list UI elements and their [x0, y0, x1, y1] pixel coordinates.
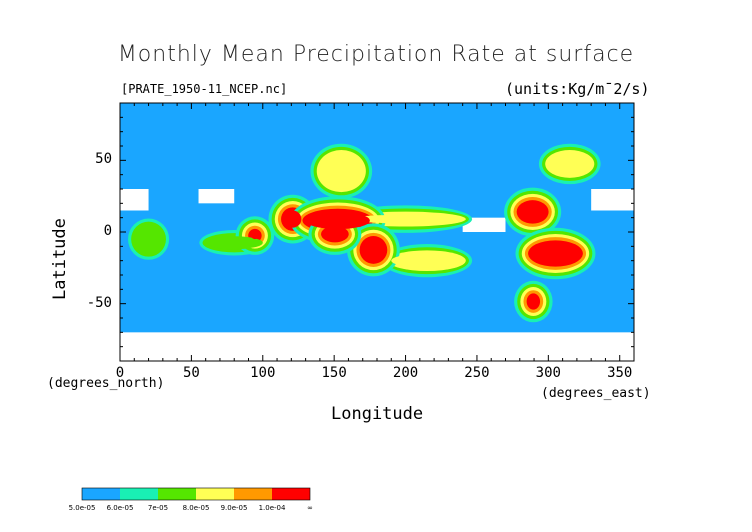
- precip-core: [519, 203, 546, 221]
- missing-data-region: [120, 332, 634, 361]
- precip-core: [391, 253, 463, 268]
- colorbar-label: ∞: [307, 504, 313, 512]
- precip-core: [134, 224, 163, 254]
- precip-core: [324, 229, 346, 240]
- x-tick-label: 100: [250, 365, 276, 381]
- missing-data-region: [462, 217, 506, 232]
- colorbar-swatch: [234, 488, 272, 500]
- missing-data-region: [120, 189, 149, 211]
- precip-core: [548, 153, 592, 175]
- colorbar-swatch: [120, 488, 158, 500]
- y-tick-label: -50: [86, 294, 112, 311]
- y-axis-unit: (degrees_north): [47, 376, 165, 391]
- precip-core: [348, 214, 463, 224]
- colorbar-swatch: [196, 488, 234, 500]
- x-axis-unit: (degrees_east): [541, 386, 651, 401]
- file-label: [PRATE_1950-11_NCEP.nc]: [121, 82, 288, 96]
- x-tick-label: 50: [182, 365, 200, 381]
- precip-core: [305, 211, 370, 230]
- y-tick-label: 50: [95, 151, 112, 168]
- y-tick-label: 0: [103, 223, 112, 239]
- axis-frame: [119, 102, 635, 362]
- precip-core: [205, 236, 263, 250]
- colorbar-label: 9.0e-05: [220, 504, 248, 512]
- precip-core: [319, 153, 363, 189]
- x-tick-label: 250: [464, 365, 490, 381]
- precip-core: [531, 243, 580, 264]
- x-tick-label: 300: [535, 365, 561, 381]
- colorbar-swatch: [272, 488, 310, 500]
- colorbar-swatch: [158, 488, 196, 500]
- chart-title: Monthly Mean Precipitation Rate at surfa…: [117, 42, 635, 67]
- colorbar: [81, 487, 311, 501]
- units-label: (units:Kg/m¯2/s): [505, 80, 650, 98]
- precip-core: [529, 296, 537, 307]
- x-tick-label: 200: [392, 365, 419, 381]
- colorbar-label: 7e-05: [147, 504, 169, 512]
- colorbar-label: 1.0e-04: [258, 504, 286, 512]
- x-tick-label: 0: [115, 365, 125, 381]
- plot-area: [120, 103, 634, 361]
- colorbar-frame: [81, 487, 311, 501]
- colorbar-swatch: [82, 488, 120, 500]
- precip-core: [362, 239, 385, 261]
- colorbar-label: 6.0e-05: [106, 504, 134, 512]
- missing-data-region: [198, 189, 235, 204]
- x-tick-label: 350: [607, 365, 633, 381]
- precip-core: [284, 210, 302, 228]
- colorbar-label: 8.0e-05: [182, 504, 210, 512]
- x-axis-label: Longitude: [331, 404, 424, 424]
- precip-core: [251, 232, 259, 240]
- colorbar-label: 5.0e-05: [68, 504, 96, 512]
- x-tick-label: 150: [321, 365, 347, 381]
- missing-data-region: [591, 189, 634, 211]
